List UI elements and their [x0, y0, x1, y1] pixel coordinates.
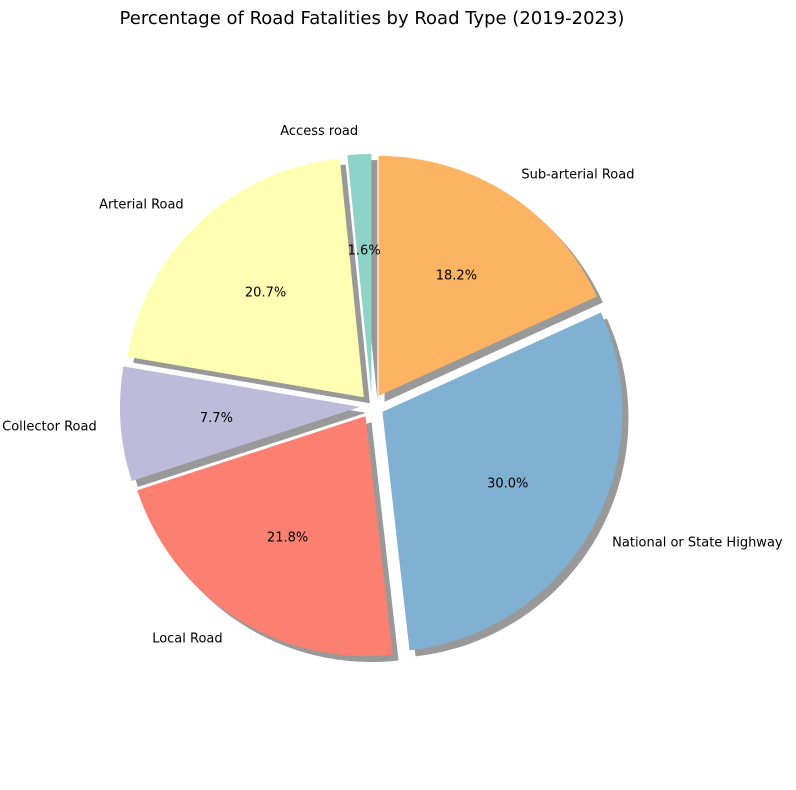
pct-label-collector-road: 7.7%	[200, 411, 233, 426]
category-label-arterial-road: Arterial Road	[99, 198, 184, 213]
slice-access-road	[347, 154, 372, 395]
pct-label-arterial-road: 20.7%	[245, 285, 286, 300]
slice-sub-arterial-road	[378, 155, 597, 396]
category-label-national-or-state-highway: National or State Highway	[612, 535, 783, 550]
category-label-collector-road: Collector Road	[2, 419, 97, 434]
slice-national-or-state-highway	[382, 312, 623, 651]
pct-label-access-road: 1.6%	[348, 244, 381, 259]
category-label-local-road: Local Road	[152, 632, 222, 647]
pct-label-national-or-state-highway: 30.0%	[487, 476, 528, 491]
slice-labels: 1.6% Access road 20.7% Arterial Road 7.7% Col…	[2, 124, 783, 647]
chart-title: Percentage of Road Fatalities by Road Ty…	[120, 8, 625, 29]
pct-label-sub-arterial-road: 18.2%	[436, 268, 477, 283]
category-label-sub-arterial-road: Sub-arterial Road	[521, 167, 634, 182]
slice-local-road	[137, 416, 393, 657]
category-label-access-road: Access road	[280, 124, 358, 139]
slice-arterial-road	[127, 158, 364, 398]
slice-collector-road	[120, 366, 361, 482]
slices	[120, 154, 623, 657]
pct-label-local-road: 21.8%	[267, 531, 308, 546]
